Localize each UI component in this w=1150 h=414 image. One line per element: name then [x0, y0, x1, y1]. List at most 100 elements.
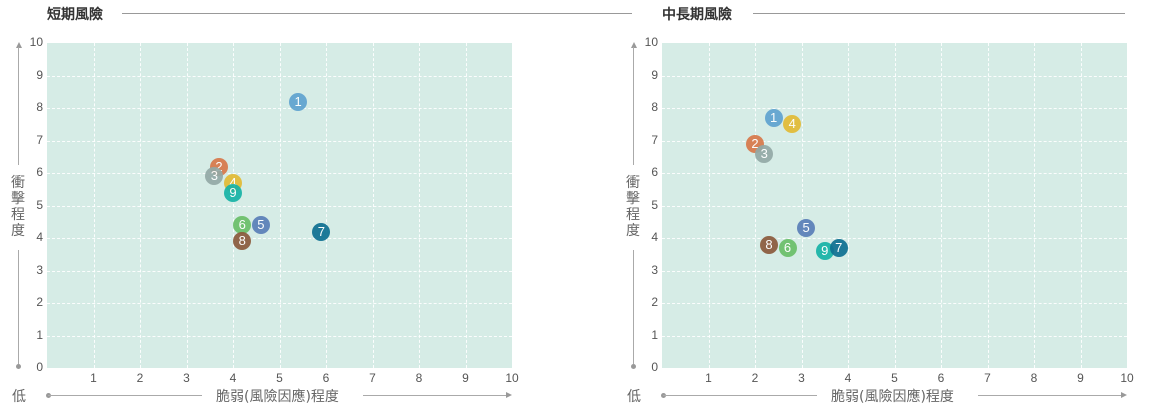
data-point-3[interactable]: 3: [205, 167, 224, 186]
y-tick-label: 10: [644, 35, 658, 49]
data-point-6[interactable]: 6: [778, 238, 797, 257]
grid-line-vertical: [465, 43, 467, 368]
x-tick-label: 5: [276, 371, 283, 385]
y-axis-label: 衝擊程度: [626, 175, 640, 239]
x-tick-label: 6: [937, 371, 945, 385]
x-tick-label: 2: [751, 371, 759, 385]
x-tick-label: 9: [462, 371, 469, 385]
grid-line-vertical: [326, 43, 327, 368]
y-tick-label: 3: [651, 262, 658, 277]
y-tick-label: 3: [36, 262, 43, 277]
x-axis-label: 脆弱(風險因應)程度: [831, 389, 954, 405]
y-tick-label: 4: [36, 230, 43, 244]
grid-line-horizontal: [47, 303, 512, 304]
x-tick-label: 10: [1120, 371, 1134, 385]
y-axis-arrow-icon: [16, 42, 22, 48]
x-axis-arrow-icon: [1121, 392, 1127, 398]
grid-line-vertical: [372, 43, 374, 368]
mid-long-term-risk-panel: 中長期風險 1 4 2 3 5 8 6 9 7 0 1 2 3 4 5 6 7 8 9 10 1 2 3 4 5 6 7 8 9 10 衝擊程…: [615, 0, 1150, 414]
y-tick-label: 5: [36, 197, 43, 212]
data-point-9[interactable]: 9: [815, 242, 834, 260]
x-tick-label: 4: [229, 371, 237, 385]
x-tick-label: 1: [705, 371, 712, 385]
x-tick-label: 8: [415, 371, 423, 385]
y-axis-arrow-icon: [631, 42, 637, 48]
y-tick-label: 7: [36, 132, 43, 147]
x-tick-label: 1: [90, 371, 97, 385]
x-axis-line-right: [978, 395, 1122, 396]
grid-line-horizontal: [662, 270, 1127, 272]
data-point-3[interactable]: 3: [755, 144, 774, 163]
y-axis-line-bottom: [18, 250, 19, 364]
x-tick-label: 4: [844, 371, 852, 385]
grid-line-vertical: [419, 43, 420, 368]
data-point-4[interactable]: 4: [783, 115, 802, 134]
grid-line-vertical: [1080, 43, 1082, 368]
x-axis-line-left: [48, 395, 202, 396]
x-tick-label: 7: [984, 371, 991, 385]
grid-line-horizontal: [662, 205, 1127, 207]
data-point-8[interactable]: 8: [759, 235, 778, 254]
y-tick-label: 10: [29, 35, 43, 49]
y-tick-label: 5: [651, 197, 658, 212]
y-tick-label: 4: [651, 230, 658, 244]
y-tick-label: 1: [651, 327, 658, 342]
y-tick-label: 8: [36, 100, 43, 114]
data-point-7[interactable]: 7: [829, 238, 848, 257]
chart-title: 短期風險: [47, 7, 103, 23]
y-axis-origin-dot: [631, 364, 636, 369]
short-term-risk-panel: 短期風險 1 2 3 4 9 6 5 8 7 0 1 2 3 4 5 6 7 8 9 10 1 2 3 4 5 6 7 8 9 10 衝擊程度…: [11, 7, 632, 405]
grid-line-horizontal: [47, 205, 512, 207]
y-tick-label: 7: [651, 132, 658, 147]
grid-line-horizontal: [662, 238, 1127, 239]
data-point-6[interactable]: 6: [233, 216, 252, 234]
y-axis-origin-dot: [16, 364, 21, 369]
grid-line-horizontal: [47, 270, 512, 272]
y-tick-label: 1: [36, 327, 43, 342]
grid-line-horizontal: [662, 335, 1127, 337]
x-tick-label: 5: [891, 371, 898, 385]
data-point-1[interactable]: 1: [764, 108, 783, 127]
x-tick-label: 6: [322, 371, 330, 385]
data-point-8[interactable]: 8: [233, 232, 252, 251]
title-divider: [753, 13, 1125, 14]
x-axis-line-right: [363, 395, 507, 396]
chart-title: 中長期風險: [662, 7, 732, 23]
x-tick-label: 9: [1077, 371, 1084, 385]
grid-line-vertical: [987, 43, 989, 368]
y-tick-label: 2: [36, 295, 43, 309]
x-axis-label: 脆弱(風險因應)程度: [216, 389, 339, 405]
y-tick-label: 6: [651, 165, 658, 179]
data-point-1[interactable]: 1: [289, 92, 308, 111]
data-point-7[interactable]: 7: [312, 222, 331, 241]
y-tick-label: 2: [651, 295, 658, 309]
grid-line-horizontal: [662, 303, 1127, 304]
y-tick-label: 6: [36, 165, 43, 179]
y-axis-label: 衝擊程度: [11, 175, 25, 239]
x-axis-line-left: [663, 395, 817, 396]
grid-line-vertical: [941, 43, 942, 368]
y-tick-label: 8: [651, 100, 658, 114]
x-tick-label: 7: [369, 371, 376, 385]
grid-line-vertical: [1034, 43, 1035, 368]
data-point-9[interactable]: 9: [224, 183, 242, 202]
x-tick-label: 3: [183, 371, 190, 385]
y-axis-line-bottom: [633, 250, 634, 364]
data-point-5[interactable]: 5: [251, 216, 270, 234]
data-point-5[interactable]: 5: [797, 219, 816, 238]
low-label: 低: [12, 389, 26, 405]
low-label: 低: [627, 389, 641, 405]
x-tick-label: 8: [1030, 371, 1038, 385]
y-tick-label: 9: [651, 67, 658, 82]
x-tick-label: 10: [505, 371, 519, 385]
y-axis-line-top: [633, 47, 634, 165]
y-tick-label: 9: [36, 67, 43, 82]
y-axis-line-top: [18, 47, 19, 165]
y-tick-label: 0: [36, 360, 43, 374]
x-axis-arrow-icon: [506, 392, 512, 398]
x-tick-label: 3: [798, 371, 805, 385]
x-tick-label: 2: [136, 371, 144, 385]
grid-line-horizontal: [47, 335, 512, 337]
